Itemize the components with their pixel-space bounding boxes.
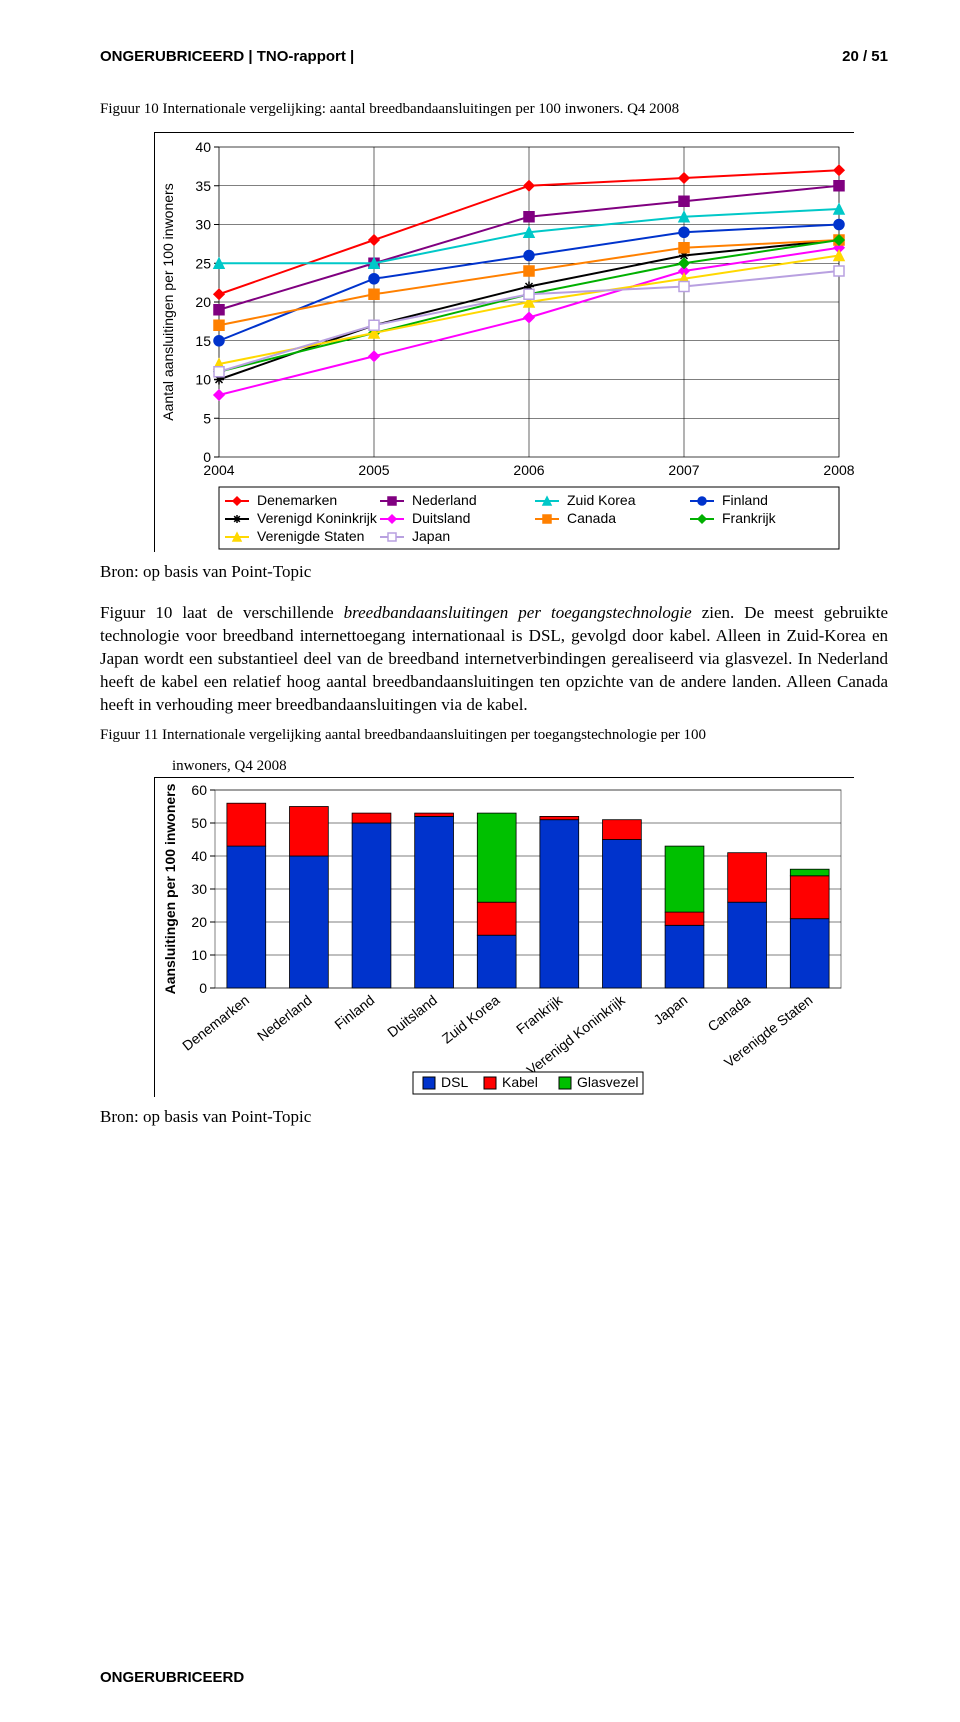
svg-text:Duitsland: Duitsland — [412, 510, 470, 526]
svg-text:Denemarken: Denemarken — [257, 492, 337, 508]
svg-text:35: 35 — [195, 178, 211, 194]
svg-text:Verenigde Staten: Verenigde Staten — [257, 528, 364, 544]
header-right: 20 / 51 — [842, 48, 888, 65]
svg-text:15: 15 — [195, 333, 211, 349]
fig10-caption: Figuur 10 Internationale vergelijking: a… — [100, 101, 888, 118]
svg-text:DSL: DSL — [441, 1074, 468, 1090]
fig11-caption-line2: inwoners, Q4 2008 — [172, 758, 888, 775]
fig10-source: Bron: op basis van Point-Topic — [100, 562, 888, 582]
page: ONGERUBRICEERD | TNO-rapport | 20 / 51 F… — [0, 0, 960, 1722]
svg-text:40: 40 — [195, 139, 211, 155]
svg-text:20: 20 — [195, 294, 211, 310]
svg-text:Kabel: Kabel — [502, 1074, 538, 1090]
svg-text:Frankrijk: Frankrijk — [722, 510, 777, 526]
svg-text:2008: 2008 — [823, 462, 854, 478]
fig11-source: Bron: op basis van Point-Topic — [100, 1107, 888, 1127]
svg-text:30: 30 — [191, 881, 207, 897]
svg-text:Zuid Korea: Zuid Korea — [567, 492, 636, 508]
svg-text:0: 0 — [199, 980, 207, 996]
header-left: ONGERUBRICEERD | TNO-rapport | — [100, 48, 354, 65]
svg-text:2006: 2006 — [513, 462, 544, 478]
svg-text:Canada: Canada — [567, 510, 616, 526]
body-para-prefix: Figuur 10 laat de verschillende — [100, 603, 344, 622]
page-header: ONGERUBRICEERD | TNO-rapport | 20 / 51 — [100, 48, 888, 65]
body-paragraph: Figuur 10 laat de verschillende breedban… — [100, 602, 888, 717]
svg-text:Verenigd Koninkrijk: Verenigd Koninkrijk — [257, 510, 378, 526]
svg-text:Finland: Finland — [722, 492, 768, 508]
footer-left: ONGERUBRICEERD — [100, 1669, 244, 1686]
fig11-caption-line1: Figuur 11 Internationale vergelijking aa… — [100, 727, 888, 744]
svg-text:2007: 2007 — [668, 462, 699, 478]
svg-text:Nederland: Nederland — [412, 492, 477, 508]
fig11-chart-wrap: 0102030405060DenemarkenNederlandFinlandD… — [154, 777, 868, 1097]
svg-text:5: 5 — [203, 410, 211, 426]
svg-text:Aantal aansluitingen per 100 i: Aantal aansluitingen per 100 inwoners — [160, 183, 176, 420]
svg-text:10: 10 — [191, 947, 207, 963]
svg-text:10: 10 — [195, 372, 211, 388]
svg-text:2004: 2004 — [203, 462, 234, 478]
svg-text:25: 25 — [195, 255, 211, 271]
svg-text:Glasvezel: Glasvezel — [577, 1074, 638, 1090]
fig11-chart: 0102030405060DenemarkenNederlandFinlandD… — [154, 777, 854, 1097]
svg-text:2005: 2005 — [358, 462, 389, 478]
svg-text:50: 50 — [191, 815, 207, 831]
svg-text:60: 60 — [191, 782, 207, 798]
body-para-italic: breedbandaansluitingen per toegangstechn… — [344, 603, 692, 622]
svg-text:40: 40 — [191, 848, 207, 864]
svg-text:20: 20 — [191, 914, 207, 930]
svg-text:Japan: Japan — [412, 528, 450, 544]
svg-text:Aansluitingen per 100 inwoners: Aansluitingen per 100 inwoners — [162, 783, 178, 994]
fig10-chart-wrap: 051015202530354020042005200620072008Aant… — [154, 132, 868, 552]
fig10-chart: 051015202530354020042005200620072008Aant… — [154, 132, 854, 552]
svg-text:30: 30 — [195, 217, 211, 233]
